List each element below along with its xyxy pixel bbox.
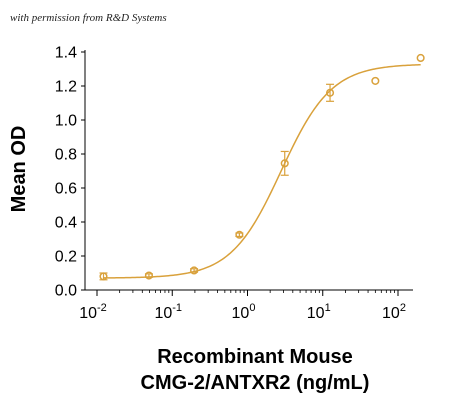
x-axis-title-line-2: CMG-2/ANTXR2 (ng/mL) [141, 372, 370, 394]
x-tick-label: 101 [307, 302, 331, 322]
x-axis-title-line-1: Recombinant Mouse [157, 346, 353, 368]
y-tick-label: 1.0 [55, 113, 77, 130]
y-tick-label: 0.8 [55, 147, 77, 164]
x-tick-label: 10-1 [154, 302, 182, 322]
data-point [325, 88, 335, 97]
error-bar [326, 83, 335, 102]
y-tick-label: 0.2 [55, 249, 77, 266]
x-tick-label: 100 [232, 302, 256, 322]
y-tick-label: 0.4 [55, 215, 77, 232]
data-point [371, 76, 380, 85]
y-axis: 0.0 0.2 0.4 0.6 0.8 1.0 1.2 1.4 [55, 45, 86, 300]
data-point [99, 272, 108, 281]
y-tick-label: 1.4 [55, 45, 77, 62]
data-points [99, 53, 425, 281]
y-tick-label: 1.2 [55, 79, 77, 96]
data-point [144, 271, 153, 280]
y-axis-title: Mean OD [8, 126, 30, 213]
plot-area: 0.00.20.40.60.81.01.21.4 10-2 10-1 100 101 1… [55, 45, 425, 322]
x-axis: 10-2 10-1 100 101 102 [79, 289, 413, 322]
data-point [190, 266, 199, 275]
x-tick-label: 102 [382, 302, 406, 322]
error-bar [280, 150, 289, 176]
fit-curve [103, 63, 421, 279]
error-bars [99, 83, 335, 281]
data-point [235, 230, 244, 239]
y-tick-label: 0.0 [55, 283, 77, 300]
data-point [416, 53, 425, 63]
x-tick-label: 10-2 [79, 302, 107, 322]
data-point [280, 159, 289, 168]
watermark: with permission from R&D Systems [10, 12, 167, 24]
y-tick-label: 0.6 [55, 181, 77, 198]
